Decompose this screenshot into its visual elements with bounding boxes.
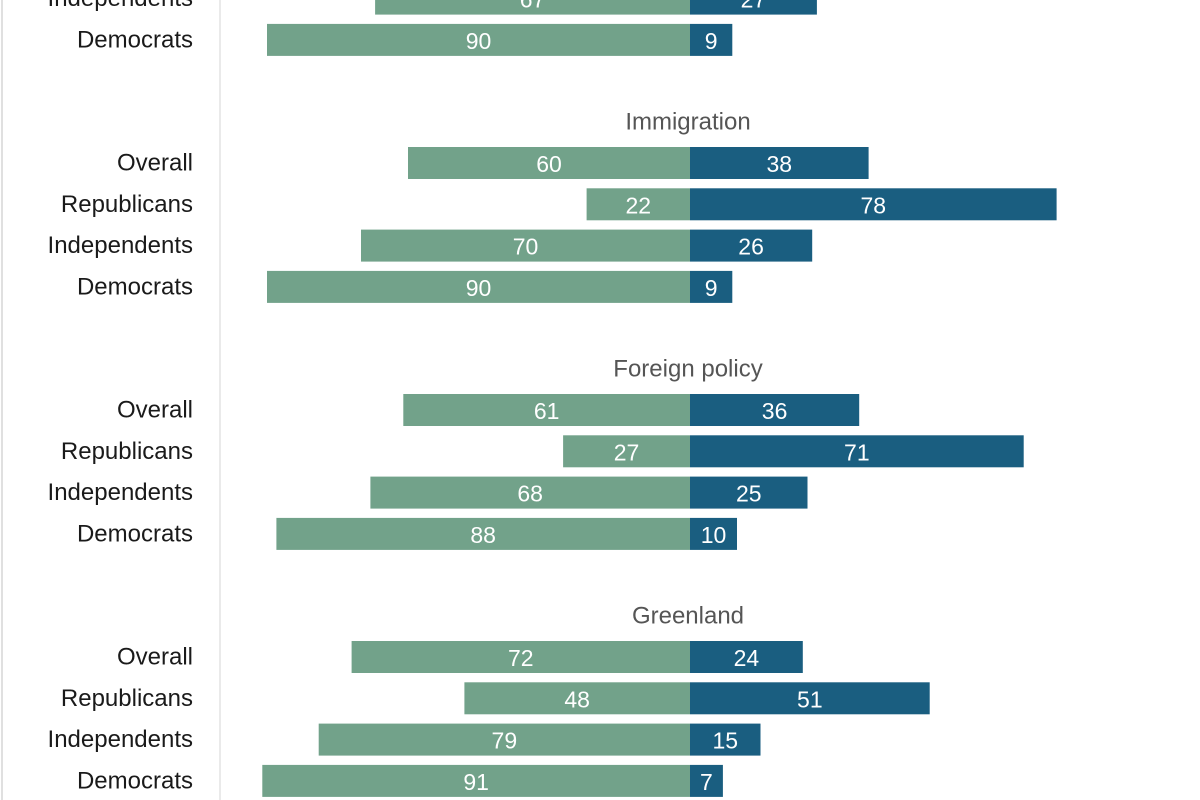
- category-label: Republicans: [61, 191, 193, 218]
- value-label: 22: [626, 192, 652, 218]
- bar: [408, 147, 690, 179]
- value-label: 24: [734, 645, 760, 671]
- value-label: 38: [767, 151, 793, 177]
- bar: [464, 682, 690, 715]
- value-label: 48: [564, 686, 590, 712]
- value-label: 61: [534, 398, 560, 424]
- bar: [403, 394, 690, 426]
- bar: [563, 435, 690, 468]
- value-label: 27: [741, 0, 767, 13]
- value-label: 60: [536, 151, 562, 177]
- value-label: 71: [844, 439, 870, 465]
- group-title: Foreign policy: [613, 356, 762, 383]
- value-label: 15: [712, 728, 738, 754]
- value-label: 78: [861, 192, 887, 218]
- bar: [351, 641, 690, 673]
- bar: [690, 229, 813, 262]
- value-label: 26: [738, 234, 764, 260]
- group-title: Greenland: [632, 603, 744, 630]
- bar: [690, 641, 803, 673]
- category-label: Independents: [48, 0, 193, 12]
- category-label: Overall: [117, 150, 193, 177]
- category-label: Republicans: [61, 685, 193, 712]
- bar: [318, 723, 690, 756]
- value-label: 68: [517, 481, 543, 507]
- value-label: 7: [700, 769, 713, 795]
- category-label: Democrats: [77, 273, 193, 300]
- bar: [690, 723, 761, 756]
- value-label: 51: [797, 686, 823, 712]
- bar: [690, 517, 737, 550]
- value-label: 91: [463, 769, 489, 795]
- bar: [690, 682, 930, 715]
- bar: [267, 270, 690, 303]
- bar: [690, 23, 733, 56]
- value-label: 90: [466, 275, 492, 301]
- bar: [586, 188, 690, 221]
- bar: [690, 764, 723, 797]
- category-label: Overall: [117, 397, 193, 424]
- bar: [690, 476, 808, 509]
- value-label: 25: [736, 481, 762, 507]
- bar: [690, 435, 1024, 468]
- value-label: 9: [705, 275, 718, 301]
- value-label: 79: [492, 728, 518, 754]
- bar: [370, 476, 690, 509]
- value-label: 9: [705, 28, 718, 54]
- bar: [690, 188, 1057, 221]
- value-label: 67: [520, 0, 546, 13]
- value-label: 90: [466, 28, 492, 54]
- value-label: 70: [513, 234, 539, 260]
- bar: [267, 23, 690, 56]
- value-label: 10: [701, 522, 727, 548]
- value-label: 88: [470, 522, 496, 548]
- category-label: Democrats: [77, 767, 193, 794]
- bar: [690, 394, 860, 426]
- bar: [690, 147, 869, 179]
- bar: [690, 0, 817, 15]
- category-label: Democrats: [77, 26, 193, 53]
- bar: [375, 0, 690, 15]
- category-label: Republicans: [61, 438, 193, 465]
- value-label: 72: [508, 645, 534, 671]
- value-label: 27: [614, 439, 640, 465]
- value-label: 36: [762, 398, 788, 424]
- bar: [262, 764, 690, 797]
- category-label: Overall: [117, 644, 193, 671]
- category-label: Democrats: [77, 520, 193, 547]
- category-label: Independents: [48, 726, 193, 753]
- category-label: Independents: [48, 232, 193, 259]
- group-title: Immigration: [625, 109, 750, 136]
- category-label: Independents: [48, 479, 193, 506]
- bar: [276, 517, 690, 550]
- bar: [690, 270, 733, 303]
- bar: [361, 229, 690, 262]
